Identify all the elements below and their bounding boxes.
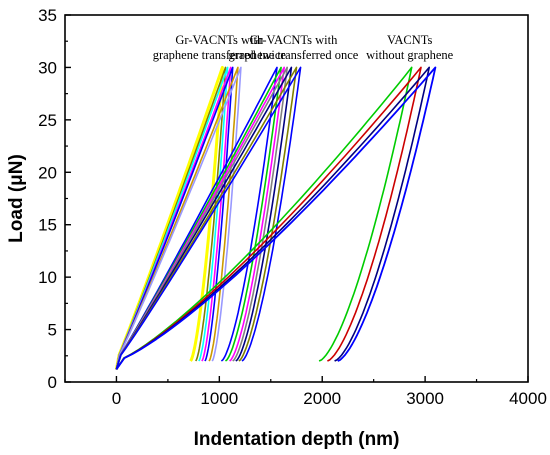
curve-2-6 [115,66,298,370]
annotation-3-line-2: without graphene [366,48,454,62]
annotation-3-line-1: VACNTs [387,33,433,47]
curve-2-4 [115,66,288,370]
x-ticks: 0 1000 2000 3000 4000 [64,376,547,408]
curve-3-1 [115,66,413,370]
y-tick-label: 15 [38,216,57,235]
x-axis-title: Indentation depth (nm) [194,429,400,450]
curve-1-7 [115,66,242,370]
x-tick-label: 3000 [406,389,444,408]
curve-2-7 [115,66,302,370]
curve-2-2 [115,66,282,370]
curve-1-3 [115,66,229,370]
annotation-1-line-2: graphene transferred twice [153,48,287,62]
y-tick-label: 0 [48,373,57,392]
x-tick-label: 2000 [303,389,341,408]
x-tick-label: 1000 [200,389,238,408]
curve-2-5 [115,66,293,370]
x-tick-label: 0 [112,389,121,408]
annotation-1-line-1: Gr-VACNTs with [175,33,264,47]
curve-1-5 [115,66,234,370]
curve-2-3 [115,66,285,370]
curve-3-3 [115,66,430,370]
curve-1-6 [115,66,239,370]
x-tick-label: 4000 [509,389,547,408]
y-tick-label: 5 [48,321,57,340]
y-tick-label: 10 [38,268,57,287]
curves-layer [114,65,437,370]
curve-2-1 [115,66,278,370]
y-tick-label: 25 [38,111,57,130]
annotation-2-line-2: graphene transferred once [229,48,359,62]
y-axis-title: Load (μN) [6,154,27,243]
curve-3-2 [115,66,422,370]
y-ticks: 0 5 10 15 20 25 30 35 [38,6,71,392]
y-tick-label: 30 [38,58,57,77]
curve-3-4 [115,66,437,370]
y-tick-label: 35 [38,6,57,25]
y-tick-label: 20 [38,163,57,182]
annotation-2-line-1: Gr-VACNTs with [249,33,338,47]
